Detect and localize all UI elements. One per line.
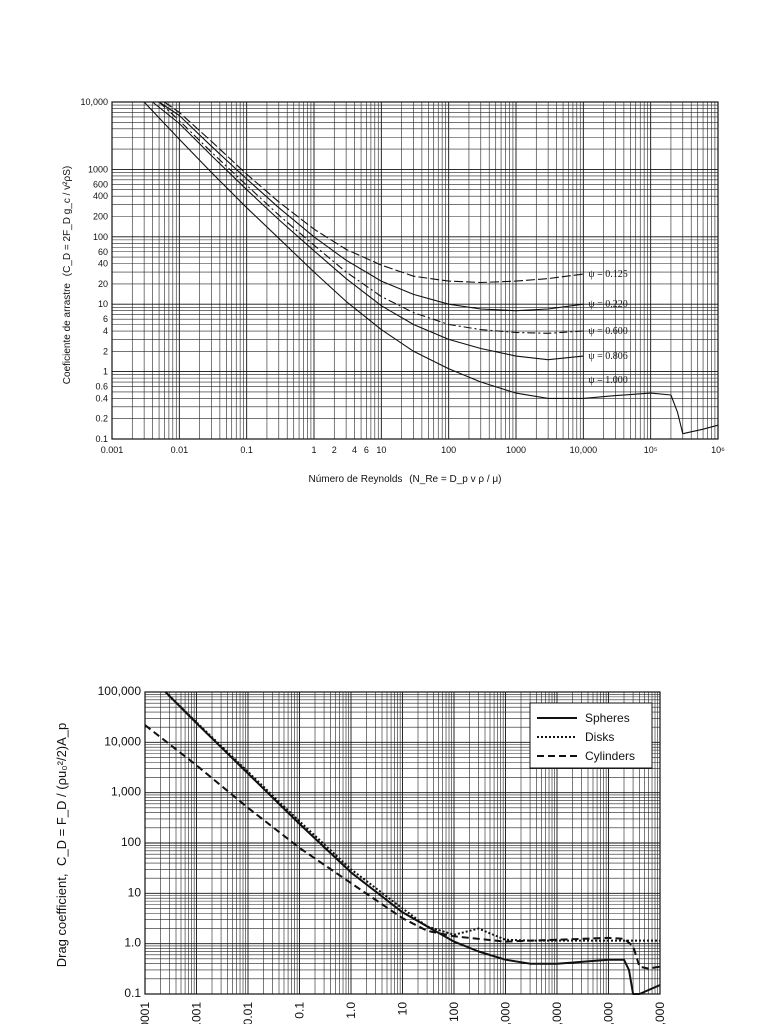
curve-label: ψ = 0.125 — [588, 269, 627, 280]
chart-1-drag-vs-reynolds-sphericity: 0.001 0.01 0.1 1 2 4 6 10 100 1000 10,000 10⁵ 10⁶ 10… — [62, 97, 725, 485]
series-line-3 — [152, 101, 584, 361]
chart-1-grid — [111, 102, 718, 440]
y-tick-label: 200 — [93, 212, 108, 222]
curve-label: ψ = 0.220 — [588, 299, 627, 310]
y-tick-label: 600 — [93, 179, 108, 189]
x-tick-label: 1 — [311, 445, 316, 455]
chart-2-frame — [144, 691, 661, 995]
y-tick-label: 4 — [103, 326, 108, 336]
y-tick-label: 1.0 — [124, 936, 141, 950]
curve-label: ψ = 0.600 — [588, 326, 627, 337]
y-tick-label: 0.4 — [95, 393, 108, 403]
series-line-0 — [164, 101, 584, 284]
series-line-1 — [158, 101, 584, 312]
x-tick-label: 0.1 — [240, 445, 253, 455]
chart-2-y-tick-labels: 100,000 10,000 1,000 100 10 1.0 0.1 — [98, 684, 142, 1000]
x-tick-label: 0.001 — [101, 445, 124, 455]
x-tick-label: 0.01 — [241, 1002, 255, 1024]
y-tick-label: 10,000 — [80, 97, 108, 107]
x-tick-label: 0.001 — [190, 1002, 204, 1024]
chart-1-x-axis-label: Número de Reynolds (N_Re = D_p v ρ / μ) — [308, 474, 501, 485]
y-tick-label: 40 — [98, 259, 108, 269]
y-tick-label: 2 — [103, 346, 108, 356]
series-line-1 — [164, 691, 660, 942]
x-tick-label: 10⁵ — [644, 445, 658, 455]
x-tick-label: 1.0 — [344, 1002, 358, 1019]
chart-2-y-axis-label: Drag coefficient, C_D = F_D / (ρu₀²/2)A_… — [54, 723, 69, 968]
legend-entry: Cylinders — [585, 749, 635, 763]
x-tick-label: 6 — [364, 445, 369, 455]
y-tick-label: 20 — [98, 279, 108, 289]
chart-1-frame — [111, 101, 719, 440]
x-tick-label: 0.0001 — [138, 1002, 152, 1024]
y-tick-label: 60 — [98, 247, 108, 257]
y-tick-label: 100 — [93, 232, 108, 242]
x-tick-label: 4 — [352, 445, 357, 455]
y-tick-label: 400 — [93, 191, 108, 201]
x-tick-label: 2 — [332, 445, 337, 455]
x-tick-label: 1,000,000 — [653, 1002, 667, 1024]
chart-2-x-tick-labels: 0.0001 0.001 0.01 0.1 1.0 10 100 1,000 10,000 100… — [138, 1002, 667, 1024]
x-tick-label: 1000 — [506, 445, 526, 455]
x-tick-label: 1,000 — [499, 1002, 513, 1024]
chart-1-y-axis-label: Coeficiente de arrastre (C_D = 2F_D g_c … — [62, 166, 73, 384]
curve-label: ψ = 0.806 — [588, 351, 627, 362]
x-tick-label: 0.01 — [171, 445, 189, 455]
y-tick-label: 0.2 — [95, 414, 108, 424]
legend-box — [529, 702, 653, 769]
chart-1-curve-labels: ψ = 0.125 ψ = 0.220 ψ = 0.600 ψ = 0.806 ψ = … — [588, 269, 627, 386]
y-tick-label: 1 — [103, 367, 108, 377]
series-line-2 — [144, 724, 661, 970]
chart-2-legend: Spheres Disks Cylinders — [529, 702, 653, 769]
legend-entry: Disks — [585, 730, 614, 744]
y-tick-label: 100 — [121, 835, 141, 849]
x-tick-label: 10 — [376, 445, 386, 455]
y-tick-label: 1,000 — [111, 785, 141, 799]
y-tick-label: 0.1 — [124, 986, 141, 1000]
x-tick-label: 100,000 — [602, 1002, 616, 1024]
y-tick-label: 1000 — [88, 164, 108, 174]
chart-2-drag-coefficient-shapes: 0.0001 0.001 0.01 0.1 1.0 10 100 1,000 10,000 100… — [54, 684, 667, 1024]
legend-entry: Spheres — [585, 711, 630, 725]
x-tick-label: 0.1 — [293, 1002, 307, 1019]
y-tick-label: 100,000 — [98, 684, 142, 698]
y-tick-label: 0.6 — [95, 382, 108, 392]
series-line-2 — [158, 101, 584, 334]
x-tick-label: 100 — [441, 445, 456, 455]
chart-1-x-tick-labels: 0.001 0.01 0.1 1 2 4 6 10 100 1000 10,000 10⁵ 10⁶ — [101, 445, 725, 455]
y-tick-label: 6 — [103, 314, 108, 324]
y-tick-label: 10,000 — [104, 734, 141, 748]
chart-1-y-tick-labels: 10,000 1000 600 400 200 100 60 40 20 10 6 4 2 1 0.60.4… — [80, 97, 108, 444]
x-tick-label: 10,000 — [570, 445, 598, 455]
x-tick-label: 100 — [447, 1002, 461, 1022]
x-tick-label: 10 — [396, 1002, 410, 1016]
curve-label: ψ = 1.000 — [588, 375, 627, 386]
x-tick-label: 10,000 — [550, 1002, 564, 1024]
x-tick-label: 10⁶ — [711, 445, 725, 455]
y-tick-label: 10 — [98, 299, 108, 309]
y-tick-label: 0.1 — [95, 434, 108, 444]
series-line-4 — [143, 101, 719, 435]
chart-1-curves — [143, 101, 719, 435]
y-tick-label: 10 — [128, 885, 142, 899]
